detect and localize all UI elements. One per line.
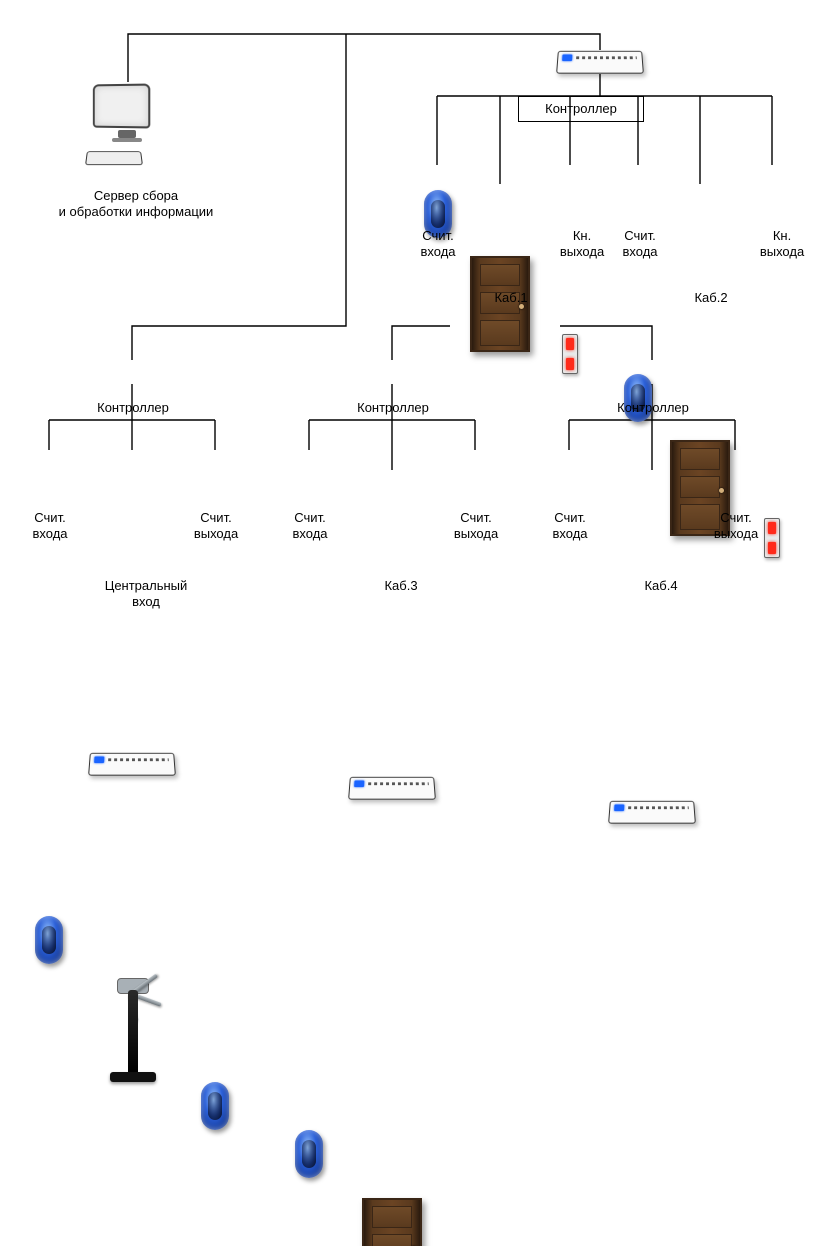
reader-b1-in — [35, 916, 63, 964]
reader-b2-in — [295, 1130, 323, 1178]
label-reader-in-b1: Счит.входа — [20, 510, 80, 541]
reader-b1-out — [201, 1082, 229, 1130]
turnstile — [104, 964, 160, 1082]
label-exit-t2: Кн.выхода — [752, 228, 812, 259]
label-controller-b3: Контроллер — [598, 400, 708, 416]
hub-bottom-1 — [88, 753, 176, 776]
label-central: Центральныйвход — [86, 578, 206, 609]
label-exit-t1: Кн.выхода — [552, 228, 612, 259]
hub-top — [556, 51, 644, 74]
label-reader-out-b3: Счит.выхода — [706, 510, 766, 541]
door-cab3 — [362, 1198, 422, 1246]
label-cab4: Каб.4 — [626, 578, 696, 594]
label-reader-in-b3: Счит.входа — [540, 510, 600, 541]
exit-btn-cab2 — [764, 518, 780, 558]
label-reader-out-b1: Счит.выхода — [186, 510, 246, 541]
label-cab2: Каб.2 — [676, 290, 746, 306]
server-node — [92, 84, 162, 166]
label-server: Сервер сбораи обработки информации — [36, 188, 236, 219]
hub-bottom-2 — [348, 777, 436, 800]
diagram-root: { "canvas": { "w": 832, "h": 623, "bg": … — [0, 0, 832, 623]
label-reader-in-t1: Счит.входа — [408, 228, 468, 259]
label-reader-in-t2: Счит.входа — [610, 228, 670, 259]
keyboard-icon — [85, 151, 143, 165]
controller-label-box-top: Контроллер — [518, 96, 644, 122]
label-reader-in-b2: Счит.входа — [280, 510, 340, 541]
exit-btn-cab1 — [562, 334, 578, 374]
monitor-icon — [92, 84, 162, 144]
label-cab3: Каб.3 — [366, 578, 436, 594]
label-cab1: Каб.1 — [476, 290, 546, 306]
label-reader-out-b2: Счит.выхода — [446, 510, 506, 541]
label-controller-b1: Контроллер — [78, 400, 188, 416]
hub-bottom-3 — [608, 801, 696, 824]
label-controller-b2: Контроллер — [338, 400, 448, 416]
